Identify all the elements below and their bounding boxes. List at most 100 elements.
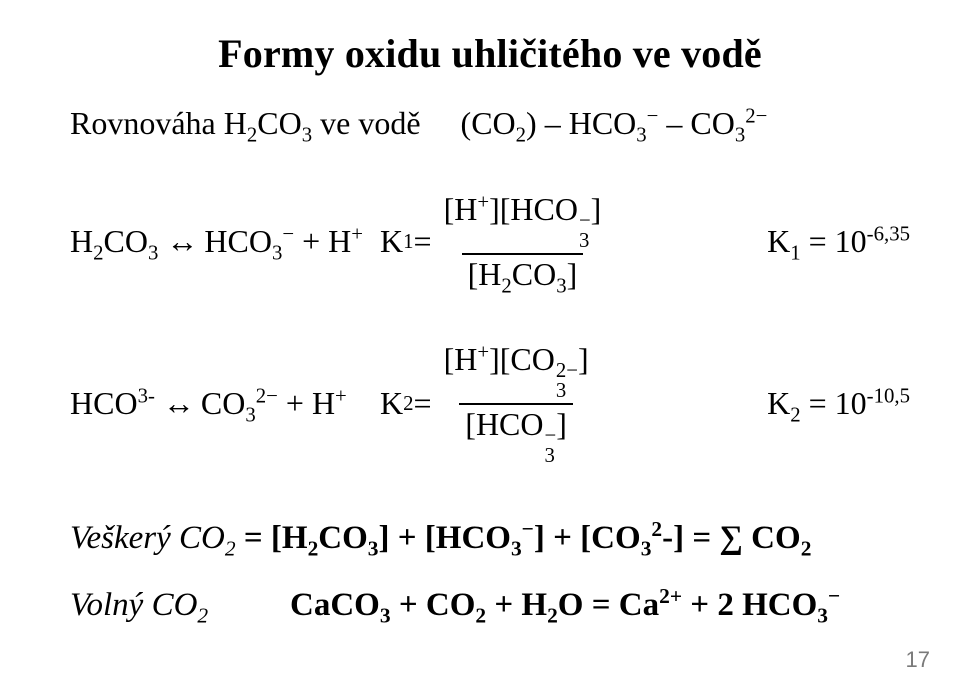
equilibrium-row-2: HCO3- ↔ CO32− + H+ K2 = [H+][CO2−3] [HCO… — [70, 342, 910, 466]
equilibrium-row-1: H2CO3 ↔ HCO3− + H+ K1 = [H+][HCO−3] [H2C… — [70, 192, 910, 292]
text: [H — [468, 256, 502, 292]
text: ][CO — [489, 341, 555, 377]
sup: − — [828, 584, 840, 608]
text: ] + [CO — [534, 520, 641, 556]
sup: + — [477, 340, 489, 363]
sub: 2 — [93, 242, 103, 265]
subtitle: Rovnováha H2CO3 ve vodě (CO2) – HCO3− – … — [70, 105, 910, 142]
page-title: Formy oxidu uhličitého ve vodě — [70, 30, 910, 77]
text: HCO — [70, 385, 138, 421]
text: = [H — [236, 520, 308, 556]
equation: CaCO3 + CO2 + H2O = Ca2+ + 2 HCO3− — [290, 587, 840, 624]
text: CO — [257, 105, 301, 141]
text: Volný CO — [70, 587, 197, 623]
sup: 2− — [256, 385, 278, 408]
text: [H — [444, 191, 478, 227]
text: K — [767, 385, 790, 421]
text: [HCO — [465, 406, 543, 442]
bold: CaCO3 + CO2 + H2O = Ca2+ + 2 HCO3− — [290, 587, 840, 623]
arrow-icon: ↔ — [166, 223, 196, 259]
sup: − — [282, 223, 294, 246]
sup: + — [351, 223, 363, 246]
fraction: [H+][CO2−3] [HCO−3] — [438, 342, 595, 466]
text: + H — [278, 385, 335, 421]
label: Veškerý CO2 — [70, 520, 236, 556]
text: CO — [104, 223, 148, 259]
supsub: −3 — [579, 211, 591, 251]
text: -] = ∑ CO — [662, 520, 801, 556]
sub: 2 — [247, 123, 257, 146]
text: O = Ca — [558, 587, 659, 623]
text: CaCO — [290, 587, 380, 623]
numerator: [H+][HCO−3] — [438, 192, 608, 253]
eq1-k-expression: K1 = [H+][HCO−3] [H2CO3] — [380, 192, 613, 292]
sub: 3 — [579, 231, 591, 251]
text: K — [767, 223, 790, 259]
denominator: [HCO−3] — [459, 403, 573, 466]
text: ] — [556, 406, 567, 442]
sup: -10,5 — [867, 385, 910, 408]
eq1-k-value: K1 = 10-6,35 — [767, 223, 910, 260]
text: + H — [486, 587, 547, 623]
text: = — [414, 223, 432, 260]
eq2-reaction: HCO3- ↔ CO32− + H+ — [70, 385, 380, 422]
text: ] — [578, 341, 589, 377]
arrow-icon: ↔ — [163, 385, 193, 421]
text: CO — [318, 520, 368, 556]
label: Volný CO2 — [70, 587, 290, 624]
text: = 10 — [801, 223, 867, 259]
text: K — [380, 223, 403, 260]
sub: 3 — [368, 537, 379, 561]
sub: 3 — [511, 537, 522, 561]
text: = 10 — [801, 385, 867, 421]
text: ve vodě — [312, 105, 420, 141]
sup: + — [477, 190, 489, 213]
sub: 3 — [272, 242, 282, 265]
sub: 3 — [556, 274, 566, 297]
text: + 2 HCO — [682, 587, 817, 623]
sub: 3 — [641, 537, 652, 561]
sup: -6,35 — [867, 223, 910, 246]
denominator: [H2CO3] — [462, 253, 584, 292]
text: ] — [591, 191, 602, 227]
text: Veškerý CO — [70, 520, 225, 556]
text: ] — [567, 256, 578, 292]
sup: − — [545, 426, 557, 446]
text: H — [70, 223, 93, 259]
sub: 3 — [735, 123, 745, 146]
sup: 2 — [651, 517, 662, 541]
sub: 3 — [245, 404, 255, 427]
sub: 2 — [790, 404, 800, 427]
numerator: [H+][CO2−3] — [438, 342, 595, 403]
text: (CO — [461, 105, 516, 141]
bold: = [H2CO3] + [HCO3−] + [CO32-] = ∑ CO2 — [236, 520, 812, 556]
sub: 2 — [516, 123, 526, 146]
sup: 3- — [138, 385, 155, 408]
sub: 3 — [380, 604, 391, 628]
sub: 2 — [801, 537, 812, 561]
sub: 3 — [148, 242, 158, 265]
text: K — [380, 385, 403, 422]
sup: 2+ — [659, 584, 682, 608]
sub: 2 — [547, 604, 558, 628]
text: + CO — [391, 587, 476, 623]
text: ] + [HCO — [379, 520, 511, 556]
text: = — [414, 385, 432, 422]
text: ][HCO — [489, 191, 578, 227]
sub: 2 — [225, 537, 236, 561]
sub: 3 — [817, 604, 828, 628]
eq2-k-value: K2 = 10-10,5 — [767, 385, 910, 422]
page-number: 17 — [906, 647, 930, 673]
sub: 3 — [545, 446, 557, 466]
sub: 3 — [636, 123, 646, 146]
eq2-k-expression: K2 = [H+][CO2−3] [HCO−3] — [380, 342, 601, 466]
sup: + — [335, 385, 347, 408]
sub: 1 — [790, 242, 800, 265]
text: CO — [201, 385, 245, 421]
eq1-reaction: H2CO3 ↔ HCO3− + H+ — [70, 223, 380, 260]
supsub: −3 — [545, 426, 557, 466]
text: HCO — [204, 223, 272, 259]
sup: 2− — [745, 104, 767, 127]
sup: 2− — [556, 361, 578, 381]
sub: 3 — [556, 381, 578, 401]
